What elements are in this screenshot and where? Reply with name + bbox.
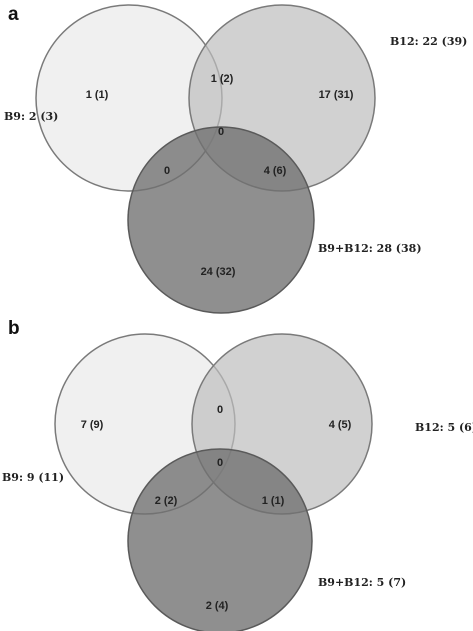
panel-a-region-b9-and-b12: 1 (2)	[211, 73, 234, 85]
panel-b-set-label-b9: B9: 9 (11)	[2, 471, 64, 484]
panel-a-circle-b9-b12	[127, 126, 315, 314]
panel-a-region-b12-only: 17 (31)	[319, 89, 354, 101]
panel-b-set-label-b12: B12: 5 (6)	[415, 421, 473, 434]
panel-a-region-all-three: 0	[218, 126, 224, 138]
panel-b-region-b9b12-only: 2 (4)	[206, 600, 229, 612]
panel-b-set-label-b9-b12: B9+B12: 5 (7)	[318, 576, 406, 589]
panel-a-region-b9-and-b9b12: 0	[164, 165, 170, 177]
panel-b-region-b12-only: 4 (5)	[329, 419, 352, 431]
panel-a-letter: a	[8, 4, 19, 25]
panel-a-region-b9-only: 1 (1)	[86, 89, 109, 101]
panel-b-letter: b	[8, 318, 20, 339]
panel-b-region-b9-and-b12: 0	[217, 404, 223, 416]
panel-b-region-b9-only: 7 (9)	[81, 419, 104, 431]
panel-b-region-b12-and-b9b12: 1 (1)	[262, 495, 285, 507]
panel-a-region-b12-and-b9b12: 4 (6)	[264, 165, 287, 177]
panel-b-region-all-three: 0	[217, 457, 223, 469]
panel-a: a 1 (1) 1 (2) 17 (31) 0 0 4 (6) 24 (32) …	[4, 4, 467, 314]
panel-b: b 7 (9) 0 4 (5) 0 2 (2) 1 (1) 2 (4) B9: …	[2, 318, 473, 631]
panel-b-region-b9-and-b9b12: 2 (2)	[155, 495, 178, 507]
panel-a-set-label-b12: B12: 22 (39)	[390, 35, 467, 48]
panel-a-set-label-b9-b12: B9+B12: 28 (38)	[318, 242, 422, 255]
panel-a-region-b9b12-only: 24 (32)	[201, 266, 236, 278]
panel-a-set-label-b9: B9: 2 (3)	[4, 110, 58, 123]
panel-b-circle-b9-b12	[127, 448, 313, 631]
